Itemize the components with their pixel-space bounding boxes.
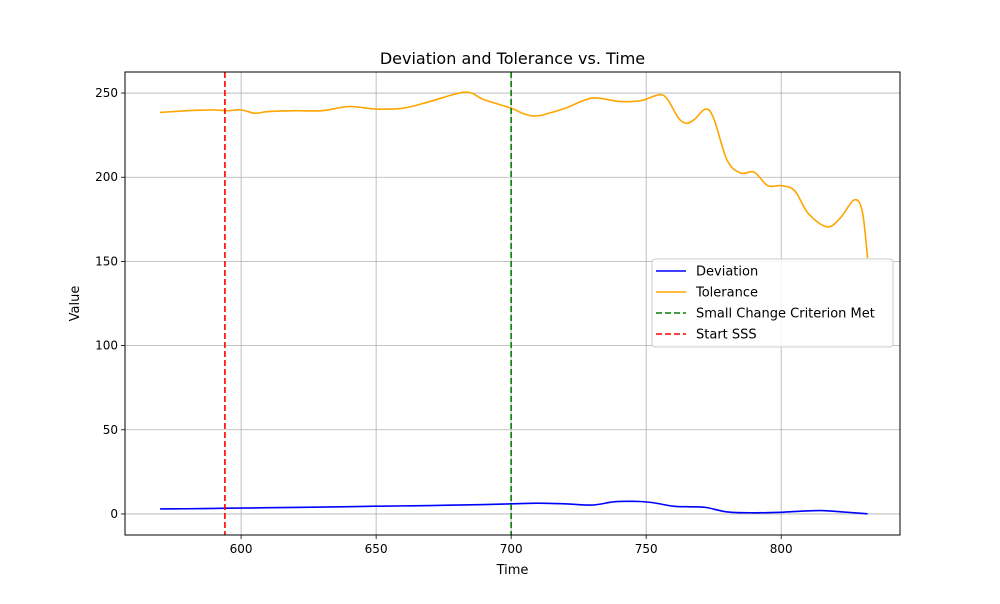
legend-label-small-change-criterion-met: Small Change Criterion Met [696,307,875,322]
y-tick-label: 150 [95,254,118,268]
legend-label-deviation: Deviation [696,265,758,280]
legend-label-tolerance: Tolerance [695,286,758,301]
y-tick-label: 200 [95,170,118,184]
x-axis-label: Time [496,563,529,578]
x-tick-label: 650 [365,542,388,556]
deviation-line [160,500,868,515]
x-tick-label: 600 [230,542,253,556]
x-tick-label: 800 [770,542,793,556]
y-tick-label: 0 [110,507,118,521]
plot-frame [124,71,901,536]
x-axis-ticks: 600 650 700 750 800 [230,535,793,556]
y-tick-label: 100 [95,339,118,353]
y-tick-label: 250 [95,86,118,100]
x-tick-label: 700 [500,542,523,556]
legend-label-start-sss: Start SSS [696,328,757,343]
y-axis-ticks: 0 50 100 150 200 250 [95,86,125,521]
x-tick-label: 750 [635,542,658,556]
y-axis-label: Value [68,286,83,322]
tolerance-line [160,91,869,259]
legend-box [651,258,894,348]
chart-title: Deviation and Tolerance vs. Time [380,49,645,68]
y-tick-label: 50 [103,423,118,437]
legend: Deviation Tolerance Small Change Criterion… [651,258,894,348]
series-lines [160,72,869,535]
